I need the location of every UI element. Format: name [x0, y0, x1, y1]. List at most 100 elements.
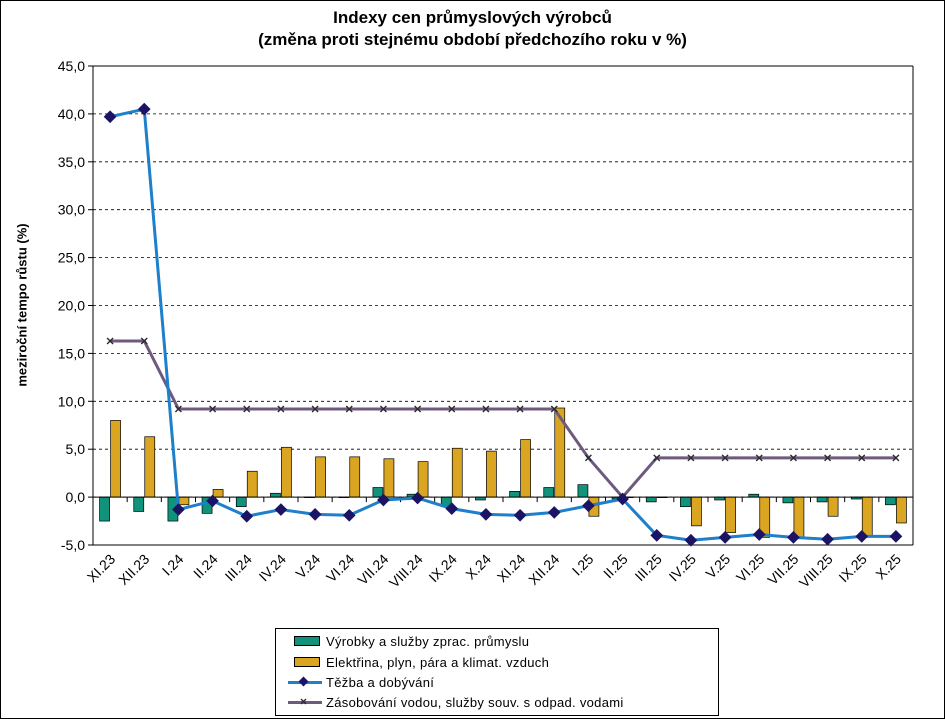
bar-manufacturing [782, 496, 794, 504]
bar-manufacturing [270, 492, 281, 498]
point-mining [411, 491, 424, 505]
x-tick-label: IV.24 [256, 551, 290, 585]
point-mining [377, 493, 390, 507]
legend-item-manufacturing: Výrobky a služby zprac. průmyslu [286, 631, 529, 651]
y-tick-label: 35,0 [58, 154, 85, 170]
bar-manufacturing [885, 496, 896, 506]
x-tick-label: I.24 [159, 551, 187, 579]
bar-energy [861, 496, 873, 536]
point-water [892, 454, 900, 462]
point-water [687, 454, 695, 462]
point-water [345, 405, 353, 413]
x-tick-label: III.24 [222, 551, 255, 584]
x-tick-label: V.25 [702, 551, 733, 582]
point-mining [274, 503, 288, 516]
y-tick-label: 15,0 [58, 345, 85, 361]
y-tick-label: 10,0 [58, 393, 85, 409]
point-water [106, 337, 114, 345]
x-tick-label: VIII.24 [386, 551, 426, 591]
x-tick-label: IV.25 [666, 551, 700, 585]
x-tick-label: VI.24 [323, 551, 358, 586]
legend-label-energy: Elektřina, plyn, pára a klimat. vzduch [326, 654, 550, 670]
point-water [311, 405, 319, 413]
x-tick-label: XII.24 [525, 551, 562, 588]
x-tick-label: IX.24 [425, 551, 460, 586]
legend-item-energy: Elektřina, plyn, pára a klimat. vzduch [286, 652, 549, 672]
x-tick-label: X.24 [462, 551, 494, 583]
bar-manufacturing [645, 496, 657, 503]
point-mining [137, 102, 151, 116]
point-water [243, 405, 251, 413]
point-water [379, 405, 387, 413]
point-mining [172, 503, 185, 516]
bar-energy [281, 446, 292, 498]
y-tick-label: 5,0 [66, 441, 86, 457]
point-water [174, 405, 182, 413]
bar-energy [417, 461, 429, 498]
bar-energy [451, 447, 463, 498]
bar-energy [827, 496, 839, 517]
point-water [482, 405, 490, 413]
x-tick-label: VIII.25 [796, 551, 836, 591]
bar-energy [896, 496, 907, 524]
bar-energy [144, 436, 156, 498]
point-water [584, 454, 592, 462]
x-tick-label: XI.24 [494, 551, 529, 586]
bar-manufacturing [133, 496, 145, 512]
point-water [277, 405, 285, 413]
bar-energy [486, 450, 497, 498]
bar-energy [178, 496, 190, 506]
point-mining [206, 494, 219, 508]
y-tick-label: 25,0 [58, 250, 85, 266]
point-water [516, 405, 524, 413]
legend-label-manufacturing: Výrobky a služby zprac. průmyslu [326, 633, 530, 649]
x-tick-label: IX.25 [835, 551, 870, 586]
bar-manufacturing [680, 496, 691, 508]
bar-energy [691, 496, 702, 527]
point-water [414, 405, 422, 413]
y-tick-label: 40,0 [58, 106, 85, 122]
bar-manufacturing [816, 496, 828, 503]
bar-energy [212, 489, 224, 498]
y-tick-label: 45,0 [58, 58, 85, 74]
point-water [755, 454, 763, 462]
point-water [721, 454, 729, 462]
point-mining [445, 502, 459, 515]
bar-energy [520, 439, 531, 498]
chart-title: Indexy cen průmyslových výrobců [333, 8, 612, 27]
point-water [858, 454, 866, 462]
x-tick-label: VII.24 [354, 551, 391, 588]
x-tick-label: V.24 [292, 551, 323, 582]
legend-swatch-energy [294, 657, 320, 667]
bar-manufacturing [577, 484, 589, 498]
line-water [110, 339, 896, 499]
legend-swatch-manufacturing [294, 636, 320, 646]
bar-energy [349, 456, 361, 498]
bar-energy [246, 470, 258, 498]
bar-manufacturing [509, 491, 520, 498]
y-tick-label: -5,0 [61, 537, 85, 553]
x-tick-label: II.24 [190, 551, 221, 582]
x-tick-label: X.25 [872, 551, 904, 583]
bar-energy [383, 458, 395, 498]
y-tick-label: 20,0 [58, 298, 85, 314]
bar-energy [725, 496, 736, 533]
legend-label-mining: Těžba a dobývání [326, 674, 435, 690]
x-tick-label: VII.25 [764, 551, 801, 588]
point-water [140, 337, 148, 345]
point-water [209, 405, 217, 413]
legend: Výrobky a služby zprac. průmyslu Elektři… [275, 628, 719, 716]
bar-manufacturing [235, 496, 247, 508]
bar-manufacturing [543, 487, 555, 498]
bar-manufacturing [99, 496, 110, 522]
y-tick-label: 30,0 [58, 202, 85, 218]
x-tick-label: III.25 [632, 551, 665, 584]
legend-label-water: Zásobování vodou, služby souv. s odpad. … [326, 694, 624, 710]
legend-item-water: Zásobování vodou, služby souv. s odpad. … [286, 692, 624, 712]
y-tick-label: 0,0 [66, 489, 86, 505]
x-tick-label: XI.23 [84, 551, 119, 586]
x-tick-label: I.25 [569, 551, 597, 579]
point-water [824, 454, 832, 462]
bar-energy [315, 456, 326, 498]
